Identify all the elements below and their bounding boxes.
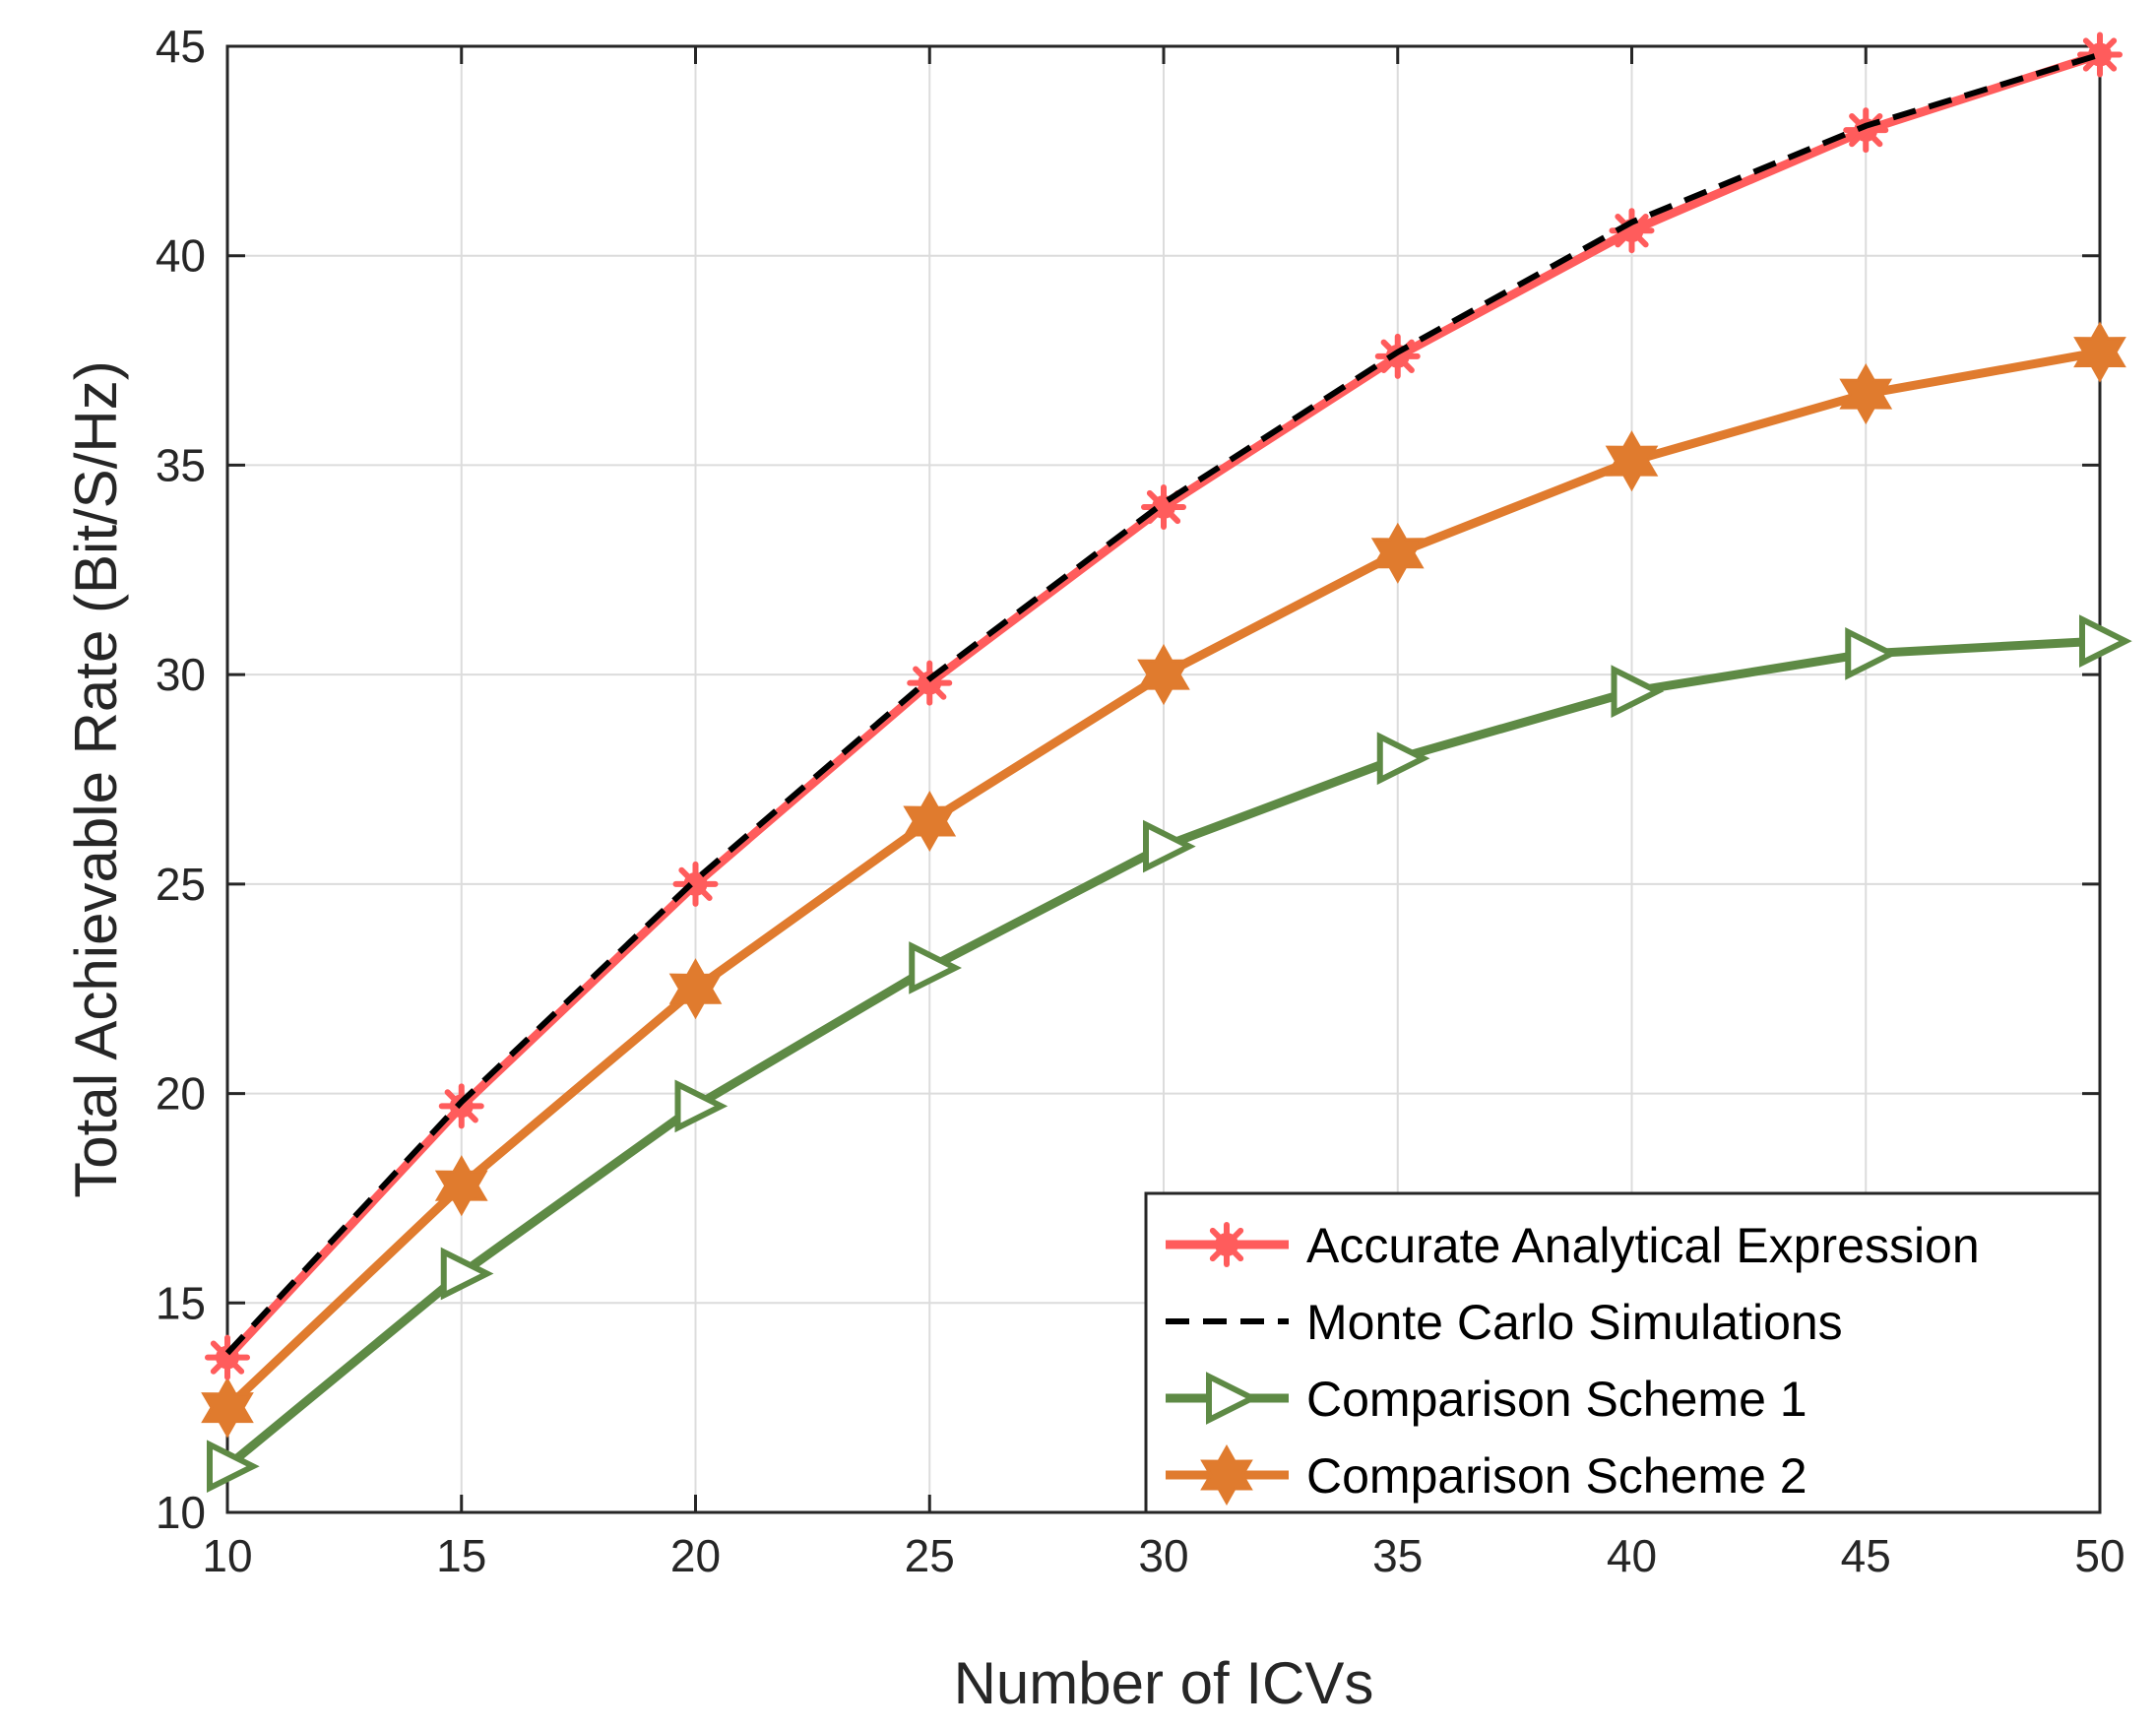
data-point-marker: [1374, 333, 1421, 379]
data-point-marker: [1370, 522, 1425, 584]
x-tick-label: 15: [436, 1530, 486, 1581]
x-tick-label: 20: [670, 1530, 721, 1581]
y-tick-label: 20: [156, 1068, 206, 1120]
legend-label: Comparison Scheme 2: [1306, 1448, 1807, 1504]
data-point-marker: [2073, 321, 2126, 383]
series-line: [224, 51, 2101, 1356]
data-point-marker: [1839, 363, 1893, 425]
data-point-marker: [909, 941, 962, 994]
y-tick-label: 25: [156, 859, 206, 910]
x-tick-label: 45: [1841, 1530, 1891, 1581]
data-point-marker: [674, 1079, 729, 1133]
y-tick-label: 10: [156, 1487, 206, 1538]
series-accurate-analytical-expression: [205, 32, 2123, 1380]
data-point-marker: [907, 660, 953, 706]
data-point-marker: [434, 1155, 488, 1217]
data-point-marker: [207, 1440, 260, 1494]
y-tick-label: 40: [156, 230, 206, 282]
data-point-marker: [672, 861, 719, 907]
y-tick-label: 15: [156, 1277, 206, 1328]
data-point-marker: [2079, 614, 2132, 668]
x-tick-label: 50: [2074, 1530, 2124, 1581]
data-point-marker: [1605, 430, 1659, 492]
data-point-marker: [1143, 819, 1196, 873]
legend-label: Monte Carlo Simulations: [1306, 1295, 1843, 1350]
data-point-marker: [668, 958, 723, 1020]
y-tick-label: 30: [156, 649, 206, 700]
x-tick-label: 30: [1138, 1530, 1188, 1581]
legend-label: Accurate Analytical Expression: [1306, 1218, 1980, 1273]
legend-marker-swatch: [1206, 1372, 1259, 1425]
data-point-marker: [1611, 665, 1665, 719]
legend-marker-swatch: [1204, 1222, 1249, 1267]
legend-item: Accurate Analytical Expression: [1166, 1218, 1980, 1273]
data-point-marker: [2077, 32, 2123, 78]
x-tick-label: 40: [1607, 1530, 1657, 1581]
data-point-marker: [205, 1334, 250, 1380]
legend-item: Monte Carlo Simulations: [1166, 1295, 1843, 1350]
series-comparison-scheme-2: [201, 321, 2126, 1439]
legend-item: Comparison Scheme 1: [1166, 1372, 1807, 1427]
legend-label: Comparison Scheme 1: [1306, 1372, 1807, 1427]
y-tick-label: 45: [156, 21, 206, 72]
data-point-marker: [1137, 644, 1190, 706]
data-point-marker: [1843, 107, 1889, 154]
axis-ticks: 10 15 20 25 30 35 40 45 50 10 15 20 25 30 35 40 45: [156, 21, 2125, 1581]
x-tick-label: 10: [202, 1530, 252, 1581]
y-tick-label: 35: [156, 439, 206, 490]
legend: Accurate Analytical Expression Monte Carl…: [1144, 1191, 2102, 1514]
data-point-marker: [1376, 732, 1430, 786]
series: [201, 32, 2132, 1494]
legend-box: [1144, 1191, 2102, 1514]
legend-marker-swatch: [1200, 1443, 1253, 1506]
x-tick-label: 35: [1372, 1530, 1423, 1581]
x-axis-label: Number of ICVs: [954, 1650, 1374, 1716]
series-comparison-scheme-1: [207, 614, 2132, 1494]
legend-item: Comparison Scheme 2: [1166, 1443, 1807, 1506]
data-point-marker: [440, 1247, 494, 1301]
series-monte-carlo-simulations: [224, 51, 2101, 1356]
data-point-marker: [201, 1377, 254, 1439]
y-axis-label: Total Achievable Rate (Bit/S/Hz): [63, 360, 129, 1197]
data-point-marker: [1845, 627, 1898, 680]
x-tick-label: 25: [905, 1530, 955, 1581]
data-point-marker: [903, 790, 957, 853]
